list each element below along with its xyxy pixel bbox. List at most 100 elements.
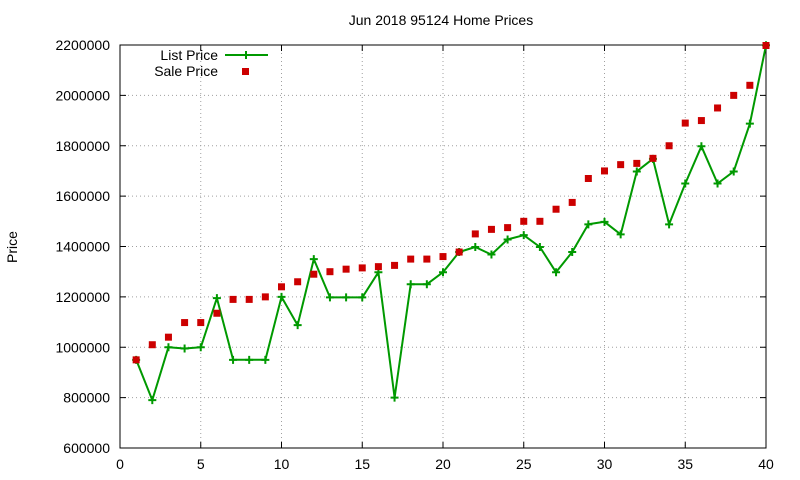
x-tick-label: 30 bbox=[597, 456, 613, 472]
y-tick-label: 600000 bbox=[63, 440, 110, 456]
sale-price-point bbox=[278, 283, 285, 291]
list-price-point bbox=[261, 355, 270, 364]
legend-label-sale-price: Sale Price bbox=[154, 63, 218, 79]
list-price-point bbox=[212, 294, 221, 303]
list-price-point bbox=[584, 220, 593, 229]
list-price-point bbox=[439, 268, 447, 277]
x-tick-label: 20 bbox=[435, 456, 451, 472]
sale-price-point bbox=[374, 263, 382, 271]
x-tick-label: 0 bbox=[116, 456, 124, 472]
sale-price-point bbox=[536, 217, 544, 225]
list-price-point bbox=[180, 344, 189, 353]
sale-price-point bbox=[326, 268, 334, 276]
list-price-line bbox=[135, 45, 767, 402]
list-price-point bbox=[277, 292, 286, 301]
y-axis-label: Price bbox=[4, 231, 20, 263]
sale-price-point bbox=[197, 319, 205, 327]
sale-price-point bbox=[148, 341, 156, 349]
sale-price-point bbox=[714, 104, 722, 112]
y-tick-label: 1400000 bbox=[55, 239, 110, 255]
list-price-point bbox=[245, 355, 254, 364]
sale-price-point bbox=[391, 261, 399, 269]
sale-price-point bbox=[245, 295, 253, 303]
sale-price-point bbox=[132, 356, 140, 364]
chart-title: Jun 2018 95124 Home Prices bbox=[349, 12, 533, 28]
axis-ticks: 0 5 10 15 20 25 30 35 40 600000 800000 1000000 12000… bbox=[55, 37, 774, 472]
sale-price-point bbox=[649, 154, 657, 162]
y-tick-label: 2000000 bbox=[55, 87, 110, 103]
list-price-point bbox=[552, 268, 561, 277]
list-price-point bbox=[713, 179, 722, 188]
y-tick-label: 2200000 bbox=[55, 37, 110, 53]
series-layer bbox=[132, 41, 770, 405]
sale-price-point bbox=[552, 205, 560, 213]
list-price-point bbox=[342, 293, 351, 302]
list-price-point bbox=[196, 343, 205, 352]
list-price-point bbox=[503, 235, 512, 244]
sale-price-point bbox=[358, 264, 366, 272]
x-tick-label: 5 bbox=[197, 456, 205, 472]
plot-frame bbox=[119, 44, 767, 449]
y-tick-label: 1000000 bbox=[55, 339, 110, 355]
grid bbox=[120, 45, 766, 448]
list-price-point bbox=[568, 248, 577, 257]
legend-label-list-price: List Price bbox=[160, 47, 218, 63]
y-tick-label: 1800000 bbox=[55, 138, 110, 154]
sale-price-point bbox=[423, 255, 431, 263]
sale-price-point bbox=[730, 91, 738, 99]
list-price-point bbox=[745, 119, 754, 128]
list-price-point bbox=[697, 142, 706, 151]
sale-price-point bbox=[487, 225, 495, 233]
list-price-point bbox=[681, 179, 690, 188]
list-price-point bbox=[229, 355, 238, 364]
list-price-point bbox=[616, 230, 625, 239]
sale-price-point bbox=[294, 278, 302, 286]
list-price-point bbox=[422, 280, 431, 289]
sale-price-point bbox=[439, 253, 447, 261]
list-price-point bbox=[390, 393, 399, 402]
x-tick-label: 25 bbox=[516, 456, 532, 472]
sale-price-point bbox=[762, 42, 770, 50]
sale-price-point bbox=[568, 198, 576, 206]
legend-swatch-sale-price bbox=[242, 68, 249, 75]
list-price-point bbox=[309, 255, 318, 264]
sale-price-point bbox=[681, 119, 689, 127]
sale-price-point bbox=[310, 270, 318, 278]
sale-price-point bbox=[520, 217, 528, 225]
list-price-point bbox=[665, 220, 674, 229]
sale-price-point bbox=[504, 224, 512, 232]
sale-price-point bbox=[617, 161, 625, 169]
list-price-point bbox=[729, 167, 738, 176]
legend: List Price Sale Price bbox=[154, 47, 268, 79]
sale-price-point bbox=[746, 81, 754, 89]
sale-price-point bbox=[229, 295, 237, 303]
x-tick-label: 40 bbox=[758, 456, 774, 472]
sale-price-point bbox=[665, 142, 673, 150]
sale-price-point bbox=[584, 174, 592, 182]
x-tick-label: 10 bbox=[274, 456, 290, 472]
y-tick-label: 1200000 bbox=[55, 289, 110, 305]
sale-price-point bbox=[471, 230, 479, 238]
x-tick-label: 35 bbox=[677, 456, 693, 472]
sale-price-point bbox=[342, 265, 350, 273]
list-price-point bbox=[406, 280, 415, 289]
y-tick-label: 1600000 bbox=[55, 188, 110, 204]
sale-price-point bbox=[181, 319, 189, 327]
x-tick-label: 15 bbox=[354, 456, 370, 472]
sale-price-point bbox=[261, 293, 269, 301]
sale-price-point bbox=[407, 255, 415, 263]
legend-marker-list-price bbox=[242, 51, 250, 59]
list-price-point bbox=[325, 293, 334, 302]
sale-price-point bbox=[697, 117, 705, 125]
list-price-point bbox=[471, 243, 480, 252]
sale-price-point bbox=[164, 333, 172, 341]
sale-price-point bbox=[633, 159, 641, 167]
list-price-point bbox=[164, 343, 173, 352]
list-price-point bbox=[632, 167, 641, 176]
list-price-point bbox=[358, 293, 367, 302]
sale-price-point bbox=[601, 167, 608, 175]
list-price-point bbox=[487, 250, 496, 259]
list-price-point bbox=[600, 217, 609, 226]
list-price-point bbox=[535, 243, 544, 252]
